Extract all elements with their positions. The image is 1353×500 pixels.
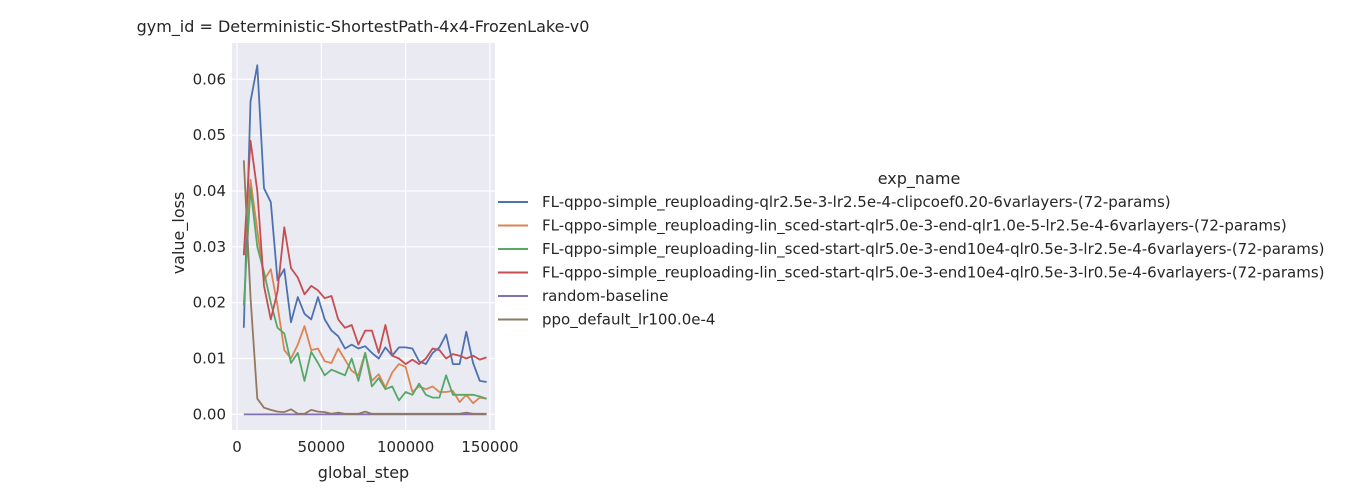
series-lines [242, 64, 487, 416]
legend-item: FL-qppo-simple_reuploading-lin_sced-star… [498, 217, 1287, 236]
series-line-3 [242, 139, 487, 366]
legend-item: FL-qppo-simple_reuploading-lin_sced-star… [498, 240, 1325, 259]
legend-item: FL-qppo-simple_reuploading-qlr2.5e-3-lr2… [498, 193, 1171, 212]
y-tick-label: 0.05 [193, 126, 226, 144]
legend: exp_name FL-qppo-simple_reuploading-qlr2… [498, 169, 1325, 330]
plot-area [232, 43, 495, 430]
legend-label: FL-qppo-simple_reuploading-lin_sced-star… [542, 264, 1325, 283]
legend-label: FL-qppo-simple_reuploading-qlr2.5e-3-lr2… [542, 193, 1171, 212]
x-tick-label: 0 [232, 438, 242, 456]
y-tick-label: 0.03 [193, 238, 226, 256]
legend-label: FL-qppo-simple_reuploading-lin_sced-star… [542, 240, 1325, 259]
legend-item: FL-qppo-simple_reuploading-lin_sced-star… [498, 264, 1325, 283]
series-line-2 [242, 187, 487, 402]
y-tick-label: 0.00 [193, 405, 226, 423]
legend-label: random-baseline [542, 287, 668, 305]
series-line-0 [242, 64, 487, 383]
y-tick-label: 0.06 [193, 70, 226, 88]
legend-label: FL-qppo-simple_reuploading-lin_sced-star… [542, 217, 1287, 236]
legend-item: ppo_default_lr100.0e-4 [498, 311, 715, 330]
y-tick-label: 0.02 [193, 294, 226, 312]
y-axis-ticks: 0.00 0.01 0.02 0.03 0.04 0.05 0.06 [193, 70, 226, 423]
x-axis-ticks: 0 50000 100000 150000 [232, 438, 518, 456]
series-line-5 [242, 160, 487, 415]
x-axis-title: global_step [318, 463, 409, 483]
legend-title: exp_name [878, 169, 961, 189]
x-tick-label: 150000 [461, 438, 518, 456]
y-axis-title: value_loss [169, 192, 189, 275]
legend-label: ppo_default_lr100.0e-4 [542, 311, 715, 330]
x-tick-label: 50000 [297, 438, 345, 456]
y-tick-label: 0.01 [193, 350, 226, 368]
y-tick-label: 0.04 [193, 182, 226, 200]
legend-item: random-baseline [498, 287, 668, 305]
plot-title: gym_id = Deterministic-ShortestPath-4x4-… [137, 17, 590, 37]
x-tick-label: 100000 [377, 438, 434, 456]
